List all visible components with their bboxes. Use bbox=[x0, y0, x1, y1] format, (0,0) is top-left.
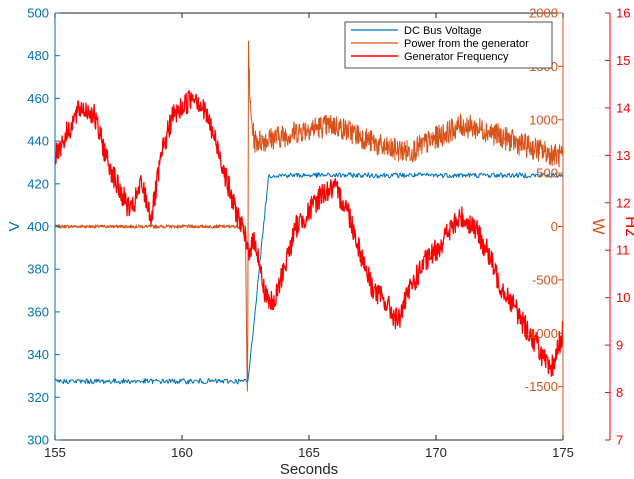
right-tick-label-hz: 7 bbox=[616, 433, 623, 448]
left-tick-label: 320 bbox=[27, 390, 49, 405]
right-tick-label-hz: 16 bbox=[616, 6, 630, 21]
right-tick-label-w: 2000 bbox=[529, 6, 558, 21]
left-tick-label: 500 bbox=[27, 6, 49, 21]
legend-label: Power from the generator bbox=[404, 38, 529, 50]
series-group bbox=[55, 40, 563, 392]
series-line-power bbox=[55, 40, 563, 392]
right-axis-label-w: W bbox=[589, 218, 608, 234]
left-tick-label: 440 bbox=[27, 134, 49, 149]
right-axis-label-hz: Hz bbox=[622, 216, 634, 237]
series-line-voltage bbox=[55, 172, 563, 385]
left-tick-label: 360 bbox=[27, 304, 49, 319]
right-tick-label-hz: 8 bbox=[616, 385, 623, 400]
right-tick-label-hz: 15 bbox=[616, 53, 630, 68]
left-tick-label: 420 bbox=[27, 176, 49, 191]
right-tick-label-w: 1000 bbox=[529, 112, 558, 127]
right-tick-label-w: -1500 bbox=[525, 379, 558, 394]
series-line-frequency bbox=[55, 90, 563, 377]
x-tick-label: 170 bbox=[425, 445, 447, 460]
right-tick-label-hz: 13 bbox=[616, 148, 630, 163]
right-tick-label-hz: 14 bbox=[616, 100, 630, 115]
left-tick-label: 380 bbox=[27, 262, 49, 277]
x-tick-label: 155 bbox=[44, 445, 66, 460]
left-axis-label: V bbox=[6, 221, 23, 231]
left-tick-label: 460 bbox=[27, 91, 49, 106]
left-tick-label: 340 bbox=[27, 347, 49, 362]
right-tick-label-hz: 9 bbox=[616, 338, 623, 353]
left-tick-label: 300 bbox=[27, 433, 49, 448]
right-tick-label-hz: 10 bbox=[616, 290, 630, 305]
right-tick-label-hz: 12 bbox=[616, 195, 630, 210]
right-tick-label-w: -1000 bbox=[525, 326, 558, 341]
right-tick-label-w: 500 bbox=[536, 166, 558, 181]
left-tick-label: 480 bbox=[27, 48, 49, 63]
right-tick-label-w: 0 bbox=[551, 219, 558, 234]
x-axis-label: Seconds bbox=[280, 461, 338, 478]
right-tick-label-hz: 11 bbox=[616, 243, 630, 258]
x-tick-label: 160 bbox=[171, 445, 193, 460]
x-tick-label: 175 bbox=[552, 445, 574, 460]
legend-label: DC Bus Voltage bbox=[404, 25, 482, 37]
x-tick-label: 165 bbox=[298, 445, 320, 460]
left-tick-label: 400 bbox=[27, 219, 49, 234]
right-tick-label-w: -500 bbox=[532, 272, 558, 287]
legend-label: Generator Frequency bbox=[404, 51, 509, 63]
